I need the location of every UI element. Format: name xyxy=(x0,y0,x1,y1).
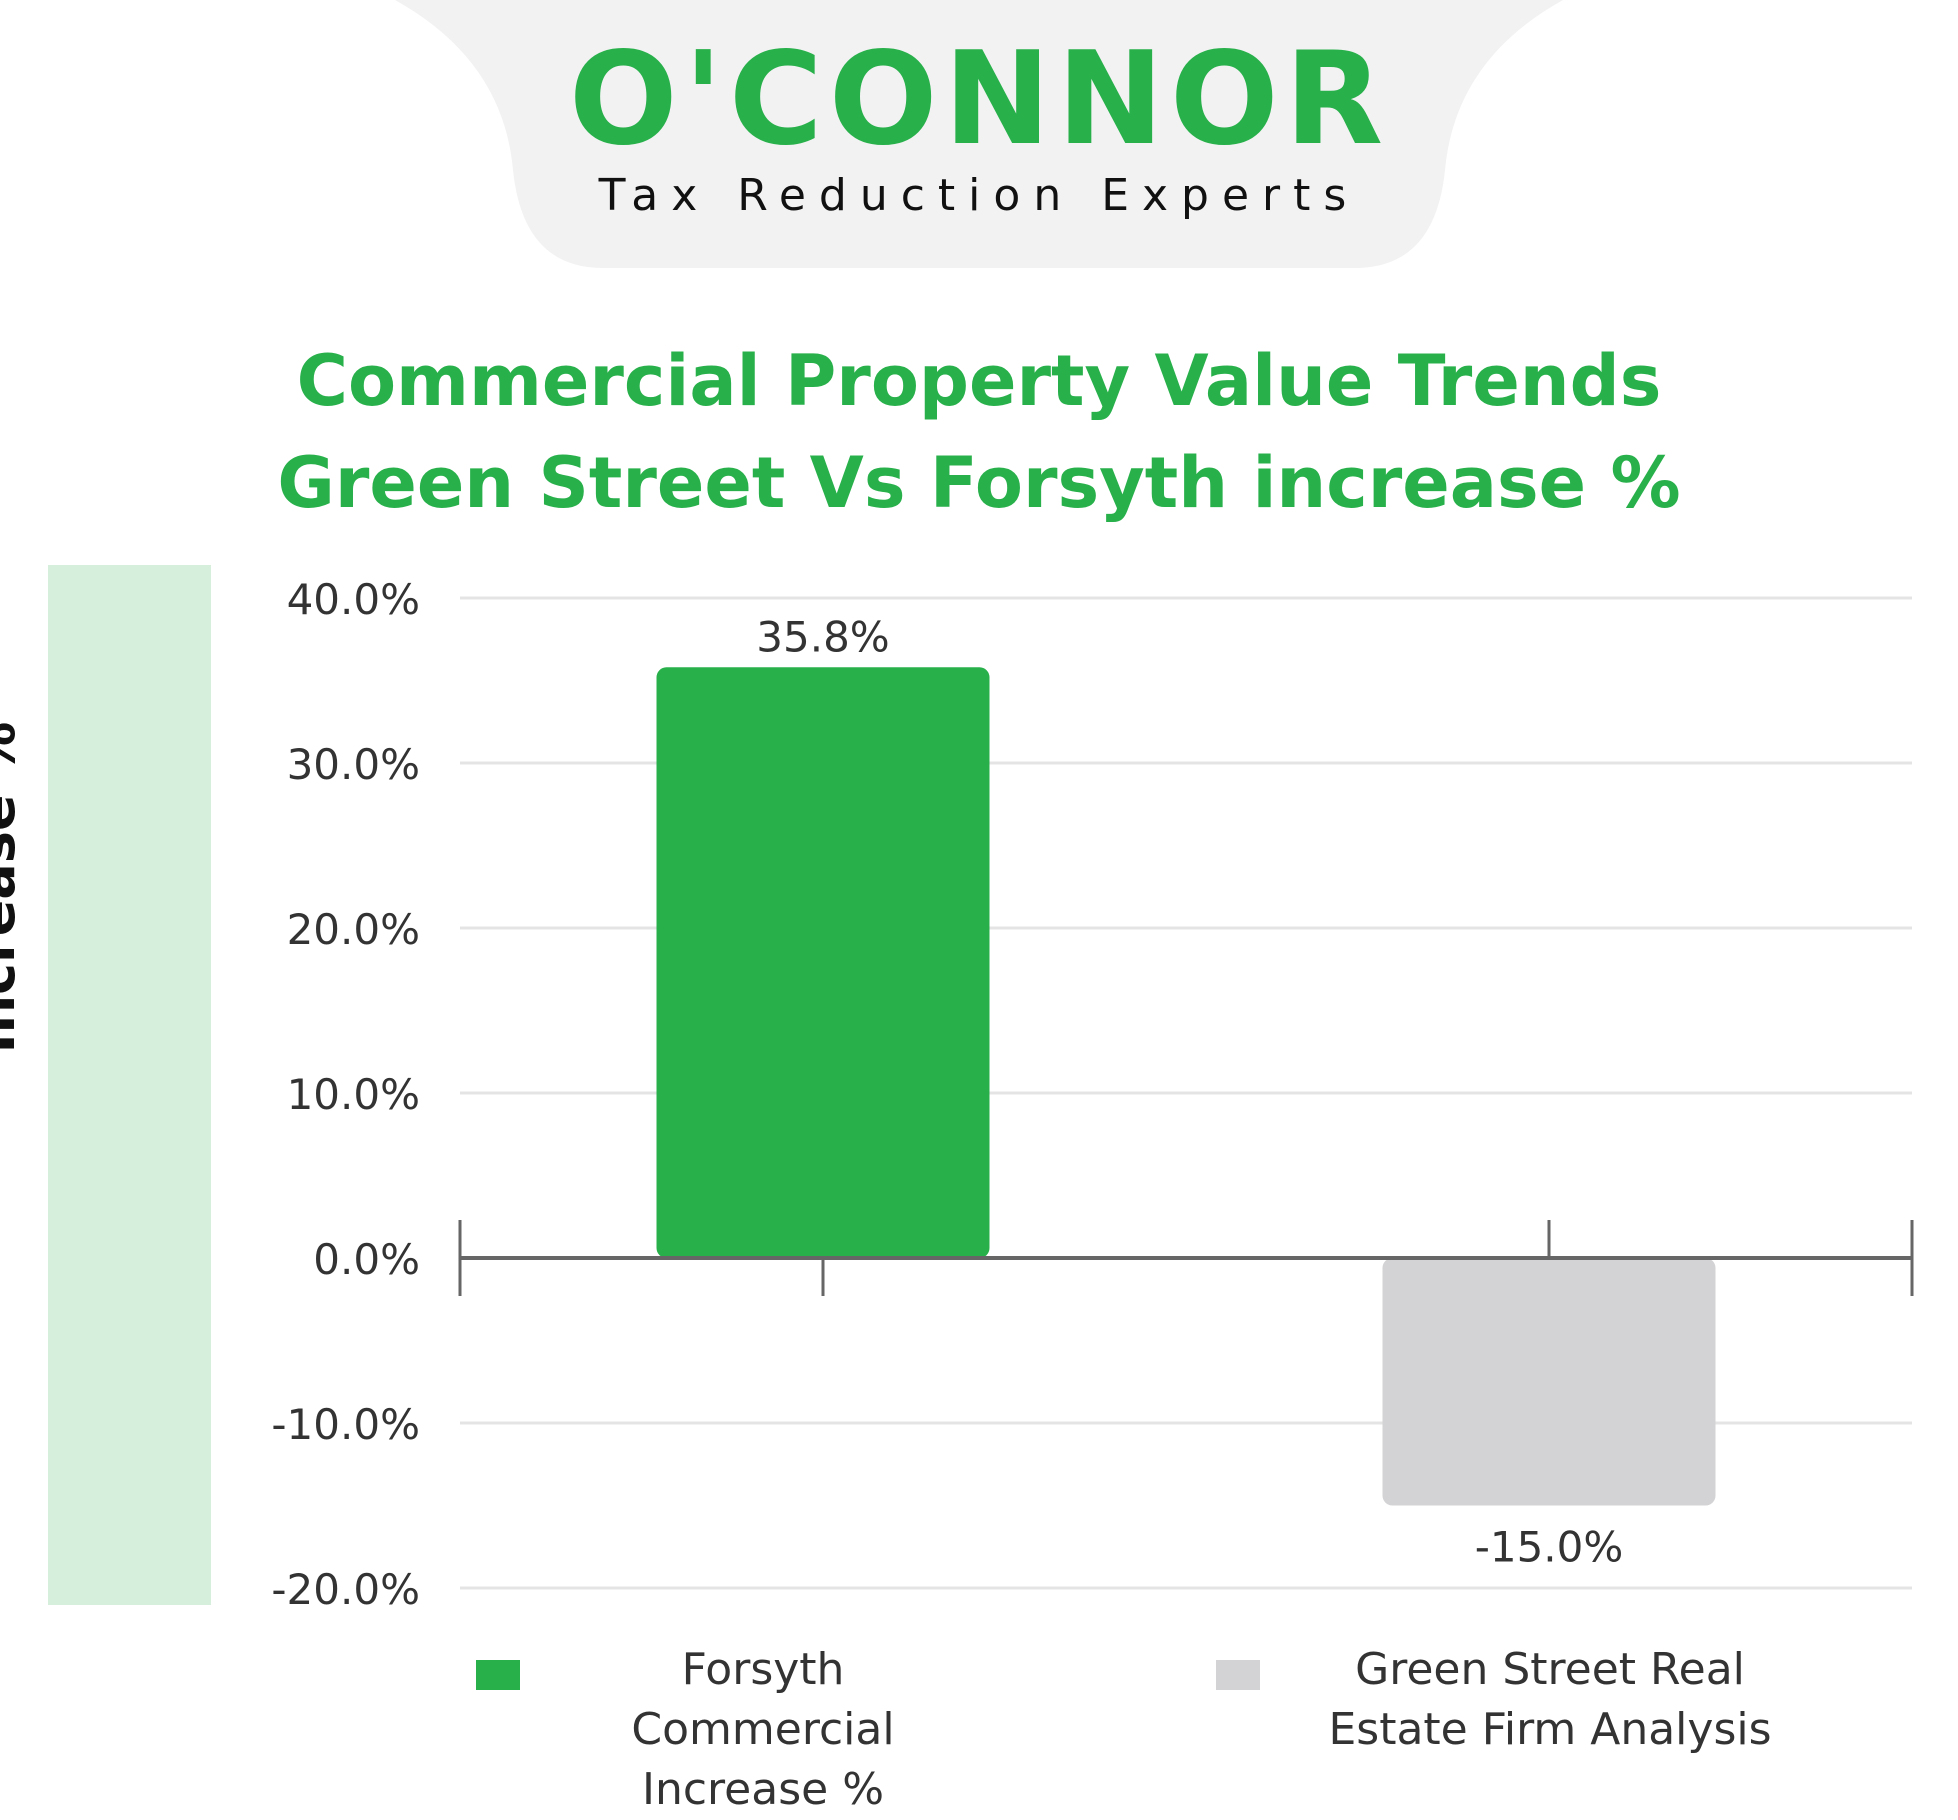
brand-tagline: Tax Reduction Experts xyxy=(598,170,1360,221)
bar-chart: 40.0% 30.0% 20.0% 10.0% 0.0% -10.0% -20.0% 35.… xyxy=(271,575,1914,1614)
chart-title: Commercial Property Value Trends Green S… xyxy=(0,330,1958,534)
data-label: 35.8% xyxy=(756,612,889,661)
y-tick-label: 40.0% xyxy=(287,575,420,624)
chart-title-line-2: Green Street Vs Forsyth increase % xyxy=(277,442,1681,524)
legend-item-forsyth: Forsyth Commercial Increase % xyxy=(476,1640,978,1820)
y-tick-label: 0.0% xyxy=(313,1235,420,1284)
y-tick-label: -20.0% xyxy=(271,1565,420,1614)
legend-swatch-forsyth xyxy=(476,1660,520,1690)
bars xyxy=(656,667,1716,1506)
bar-green-street xyxy=(1382,1258,1716,1506)
data-labels: 35.8% -15.0% xyxy=(756,612,1623,1571)
bar-forsyth xyxy=(656,667,990,1258)
brand-logo: O'CONNOR xyxy=(568,25,1390,174)
legend-item-green-street: Green Street Real Estate Firm Analysis xyxy=(1216,1640,1810,1760)
y-tick-labels: 40.0% 30.0% 20.0% 10.0% 0.0% -10.0% -20.0% xyxy=(271,575,420,1614)
legend: Forsyth Commercial Increase % Green Stre… xyxy=(0,1640,1958,1815)
legend-swatch-green-street xyxy=(1216,1660,1260,1690)
data-label: -15.0% xyxy=(1475,1523,1624,1572)
y-tick-label: 10.0% xyxy=(287,1070,420,1119)
y-axis-label-panel xyxy=(48,565,211,1605)
chart-title-line-1: Commercial Property Value Trends xyxy=(296,340,1662,422)
y-tick-label: 30.0% xyxy=(287,740,420,789)
legend-label-green-street: Green Street Real Estate Firm Analysis xyxy=(1328,1644,1772,1755)
logo-tab-background xyxy=(395,0,1563,268)
x-axis xyxy=(458,1220,1914,1296)
legend-label-forsyth: Forsyth Commercial Increase % xyxy=(631,1644,895,1815)
y-tick-label: 20.0% xyxy=(287,905,420,954)
y-tick-label: -10.0% xyxy=(271,1400,420,1449)
